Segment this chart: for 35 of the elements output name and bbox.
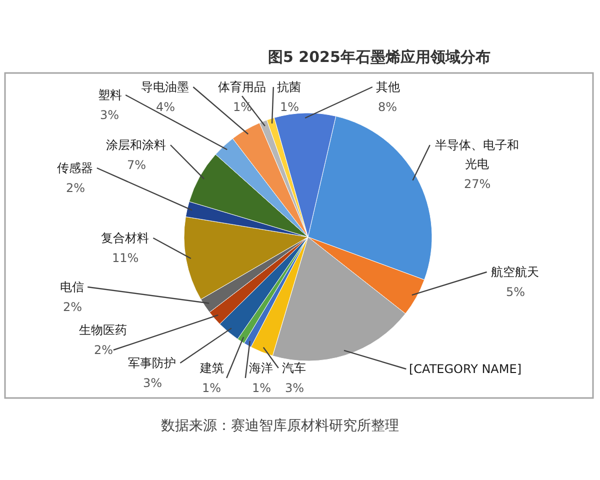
data-label: 1% <box>280 100 300 114</box>
slice-label: 电信 <box>60 280 84 294</box>
data-label: 3% <box>143 376 162 390</box>
data-label: 2% <box>63 300 82 314</box>
data-label: 11% <box>112 251 139 265</box>
slice-label: 建筑 <box>199 361 224 375</box>
slice-label: 军事防护 <box>128 356 176 370</box>
data-label: 5% <box>506 285 526 299</box>
data-label: 2% <box>94 343 114 357</box>
slice-label: [CATEGORY NAME] <box>409 362 522 376</box>
data-label: 7% <box>127 158 146 172</box>
slice-label: 塑料 <box>98 88 122 102</box>
data-label: 27% <box>464 177 491 191</box>
data-label: 8% <box>378 100 398 114</box>
source-note: 数据来源：赛迪智库原材料研究所整理 <box>161 418 399 434</box>
slice-label: 涂层和涂料 <box>106 138 166 152</box>
data-label: 4% <box>156 100 176 114</box>
data-label: 3% <box>100 108 120 122</box>
slice-label: 其他 <box>376 80 400 94</box>
data-label: 2% <box>66 181 86 195</box>
slice-label: 海洋 <box>249 361 273 375</box>
slice-label: 抗菌 <box>277 80 301 94</box>
slice-label: 传感器 <box>57 161 93 175</box>
chart-title: 图5 2025年石墨烯应用领域分布 <box>268 48 490 66</box>
slice-label: 航空航天 <box>491 265 539 279</box>
slice-label: 汽车 <box>282 361 306 375</box>
slice-label: 半导体、电子和光电 <box>435 138 519 171</box>
slice-label: 复合材料 <box>101 231 149 245</box>
slice-label: 导电油墨 <box>141 80 189 94</box>
data-label: 1% <box>233 100 252 114</box>
slice-label: 生物医药 <box>79 323 127 337</box>
data-label: 1% <box>252 381 272 395</box>
slice-label: 体育用品 <box>218 80 266 94</box>
data-label: 1% <box>202 381 222 395</box>
data-label: 3% <box>285 381 304 395</box>
